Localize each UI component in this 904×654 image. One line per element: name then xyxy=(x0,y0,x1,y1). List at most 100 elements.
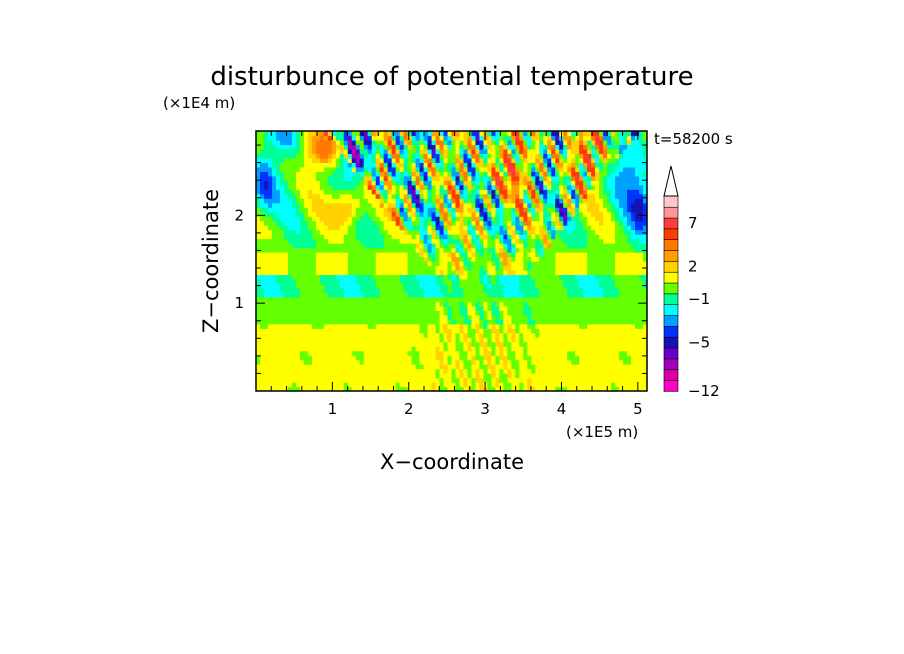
heatmap-cell xyxy=(451,323,457,329)
heatmap-cell xyxy=(559,198,564,204)
heatmap-cell xyxy=(355,193,361,199)
heatmap-cell xyxy=(475,220,481,226)
heatmap-cell xyxy=(379,166,385,172)
heatmap-cell xyxy=(371,269,377,276)
heatmap-cell xyxy=(415,382,421,388)
heatmap-cell xyxy=(455,189,461,195)
heatmap-cell xyxy=(383,220,389,226)
heatmap-cell xyxy=(563,202,568,208)
heatmap-cell xyxy=(411,314,417,320)
heatmap-cell xyxy=(615,252,620,258)
heatmap-cell xyxy=(287,252,293,258)
heatmap-cell xyxy=(407,243,413,249)
heatmap-cell xyxy=(575,269,580,276)
heatmap-cell xyxy=(439,359,445,365)
heatmap-cell xyxy=(559,337,564,343)
heatmap-cell xyxy=(399,368,405,374)
heatmap-cell xyxy=(479,292,485,298)
heatmap-cell xyxy=(371,377,377,383)
heatmap-cell xyxy=(419,274,425,280)
heatmap-cell xyxy=(363,292,369,298)
heatmap-cell xyxy=(359,166,365,172)
heatmap-cell xyxy=(443,193,449,199)
heatmap-cell xyxy=(419,359,425,365)
heatmap-cell xyxy=(595,162,600,168)
heatmap-cell xyxy=(339,386,345,391)
heatmap-cell xyxy=(495,346,500,352)
heatmap-cell xyxy=(639,225,644,231)
heatmap-cell xyxy=(279,207,285,213)
heatmap-cell xyxy=(631,359,636,365)
heatmap-cell xyxy=(611,211,616,217)
heatmap-cell xyxy=(375,328,381,334)
heatmap-cell xyxy=(423,193,429,199)
heatmap-cell xyxy=(419,355,425,361)
heatmap-cell xyxy=(535,274,540,280)
heatmap-cell xyxy=(591,346,596,352)
heatmap-cell xyxy=(331,247,337,253)
heatmap-cell xyxy=(563,319,568,325)
heatmap-cell xyxy=(527,184,532,190)
heatmap-cell xyxy=(535,238,540,244)
heatmap-cell xyxy=(291,364,297,370)
heatmap-cell xyxy=(463,247,469,253)
heatmap-cell xyxy=(271,238,277,244)
heatmap-cell xyxy=(531,166,536,172)
heatmap-cell xyxy=(383,314,389,320)
heatmap-cell xyxy=(643,238,647,244)
heatmap-cell xyxy=(567,292,572,298)
heatmap-cell xyxy=(547,287,552,293)
heatmap-cell xyxy=(483,198,489,204)
heatmap-cell xyxy=(359,292,365,298)
heatmap-cell xyxy=(535,252,540,258)
heatmap-cell xyxy=(455,314,461,320)
heatmap-cell xyxy=(335,175,341,181)
heatmap-cell xyxy=(327,364,333,370)
heatmap-cell xyxy=(355,332,361,338)
heatmap-cell xyxy=(531,274,536,280)
heatmap-cell xyxy=(451,220,457,226)
heatmap-cell xyxy=(256,274,261,280)
heatmap-cell xyxy=(599,350,604,356)
heatmap-cell xyxy=(515,296,520,302)
heatmap-cell xyxy=(523,382,528,388)
heatmap-cell xyxy=(271,180,277,186)
heatmap-cell xyxy=(495,189,500,195)
heatmap-cell xyxy=(515,332,520,338)
heatmap-cell xyxy=(399,162,405,168)
heatmap-cell xyxy=(515,328,520,334)
heatmap-cell xyxy=(583,332,588,338)
heatmap-cell xyxy=(287,305,293,311)
heatmap-cell xyxy=(483,175,489,181)
heatmap-cell xyxy=(343,328,349,334)
heatmap-cell xyxy=(307,359,313,365)
heatmap-cell xyxy=(427,166,433,172)
heatmap-cell xyxy=(367,314,373,320)
heatmap-cell xyxy=(487,162,492,168)
heatmap-cell xyxy=(355,256,361,262)
heatmap-cell xyxy=(539,171,544,177)
heatmap-cell xyxy=(535,283,540,289)
heatmap-cell xyxy=(563,166,568,172)
heatmap-cell xyxy=(459,296,465,302)
heatmap-cell xyxy=(327,216,333,222)
heatmap-cell xyxy=(483,207,489,213)
heatmap-cell xyxy=(291,202,297,208)
heatmap-cell xyxy=(631,364,636,370)
heatmap-cell xyxy=(467,373,473,379)
heatmap-cell xyxy=(455,252,461,258)
heatmap-cell xyxy=(443,341,449,347)
heatmap-cell xyxy=(371,287,377,293)
heatmap-cell xyxy=(351,175,357,181)
heatmap-cell xyxy=(555,171,560,177)
heatmap-cell xyxy=(591,337,596,343)
heatmap-cell xyxy=(607,216,612,222)
heatmap-cell xyxy=(483,234,489,240)
heatmap-cell xyxy=(439,292,445,298)
heatmap-cell xyxy=(579,256,584,262)
heatmap-cell xyxy=(519,364,524,370)
heatmap-cell xyxy=(403,216,409,222)
heatmap-cell xyxy=(543,269,548,276)
heatmap-cell xyxy=(599,198,604,204)
heatmap-cell xyxy=(435,252,441,258)
